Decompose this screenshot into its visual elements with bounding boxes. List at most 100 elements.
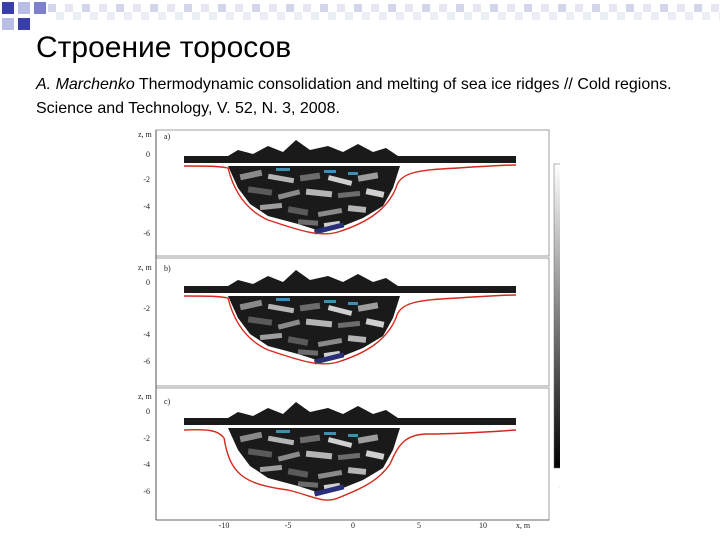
ice-block (259, 464, 283, 473)
panel-a-ytick: -2 (143, 175, 150, 184)
ice-block (277, 451, 301, 462)
ice-block (277, 319, 301, 330)
x-tick-label: 0 (351, 521, 355, 530)
ice-block (317, 207, 343, 218)
decor-squares (2, 2, 46, 30)
x-tick-label: 10 (479, 521, 487, 530)
ridge-keel (228, 296, 400, 362)
ridge-sail (228, 140, 398, 156)
ice-block (267, 173, 295, 184)
x-tick-label: -10 (219, 521, 230, 530)
ice-block (305, 318, 333, 328)
ice-block-highlight (348, 434, 358, 437)
panel-b-label: b) (164, 264, 171, 273)
x-tick-label: 5 (417, 521, 421, 530)
ice-block (239, 169, 263, 181)
x-tick-label: -5 (285, 521, 292, 530)
melting-boundary-line (183, 164, 517, 235)
keel-bottom-block (313, 352, 345, 365)
ice-block (347, 467, 367, 475)
ice-block (297, 219, 319, 226)
ice-block-highlight (348, 302, 358, 305)
ice-block (259, 202, 283, 211)
ice-block (305, 188, 333, 198)
ice-block (327, 437, 353, 448)
keel-bottom-block (313, 222, 345, 235)
ice-block-highlight (324, 170, 336, 173)
panel-b-ytick: -2 (143, 304, 150, 313)
x-axis-label: x, m (516, 521, 531, 530)
panel-c-ytick: -2 (143, 434, 150, 443)
ice-block (347, 205, 367, 213)
ice-block-highlight (276, 298, 290, 301)
ice-ridge-figure: z, m a) z, m b) z, m c) 0 -2 -4 -6 0 -2 … (138, 129, 560, 530)
melting-boundary-line (183, 429, 517, 501)
ridge-panel-a (183, 140, 517, 235)
ice-block (299, 302, 321, 312)
ice-block (287, 336, 309, 346)
panel-a-zlabel: z, m (138, 130, 153, 139)
ice-block (259, 332, 283, 341)
decor-checker-stripe (48, 4, 720, 20)
ice-block (277, 189, 301, 200)
ice-block-highlight (324, 300, 336, 303)
ridge-sail (228, 402, 398, 418)
ice-block (357, 302, 379, 312)
ice-surface-layer (184, 156, 516, 163)
ice-block (267, 435, 295, 446)
ridge-sail (228, 270, 398, 286)
ice-block (305, 450, 333, 460)
ice-block (299, 434, 321, 444)
ice-block (239, 299, 263, 311)
ice-block (299, 172, 321, 182)
ridge-panel-c (183, 402, 517, 501)
citation-author: A. Marchenko (36, 76, 135, 93)
ice-block (347, 335, 367, 343)
ice-block-highlight (276, 168, 290, 171)
ice-block (247, 316, 273, 326)
panel-b-zlabel: z, m (138, 263, 153, 272)
ice-block (337, 190, 361, 199)
ice-block (365, 318, 385, 328)
slide-decoration (2, 2, 720, 30)
panel-c-ytick: -4 (143, 460, 150, 469)
ice-block (239, 431, 263, 443)
ice-surface-layer (184, 418, 516, 425)
panel-c-ytick: 0 (146, 407, 150, 416)
citation: A. Marchenko Thermodynamic consolidation… (36, 73, 706, 121)
panel-a-ytick: -6 (143, 229, 150, 238)
panel-a-ytick: -4 (143, 202, 150, 211)
keel-bottom-block (313, 484, 345, 497)
ice-block (267, 303, 295, 314)
ice-block (327, 305, 353, 316)
ridge-panel-b (183, 270, 517, 365)
panel-c-zlabel: z, m (138, 392, 153, 401)
ridge-keel (228, 166, 400, 232)
ice-block (317, 337, 343, 348)
melting-boundary-line (183, 294, 517, 365)
ice-block (337, 452, 361, 461)
panel-b-ytick: -6 (143, 357, 150, 366)
ice-block (365, 450, 385, 460)
ice-block (337, 320, 361, 329)
ice-block (327, 175, 353, 186)
ice-block-highlight (276, 430, 290, 433)
ice-block (317, 469, 343, 480)
ice-block (297, 349, 319, 356)
ice-surface-layer (184, 286, 516, 293)
ice-block (247, 186, 273, 196)
panel-a-ytick: 0 (146, 150, 150, 159)
panel-c-ytick: -6 (143, 487, 150, 496)
colorbar-label: p (559, 479, 560, 488)
citation-text: Thermodynamic consolidation and melting … (36, 76, 672, 117)
page-title: Строение торосов (36, 31, 292, 64)
ice-block-highlight (348, 172, 358, 175)
ice-block (287, 468, 309, 478)
colorbar-ticks: 1.00.90.80.70.60.50.40.30.20.10.0p (559, 479, 560, 488)
ice-block (247, 448, 273, 458)
colorbar (553, 163, 560, 469)
panel-a-label: a) (164, 132, 171, 141)
ridge-keel (228, 428, 400, 494)
ice-block (287, 206, 309, 216)
ice-block (365, 188, 385, 198)
